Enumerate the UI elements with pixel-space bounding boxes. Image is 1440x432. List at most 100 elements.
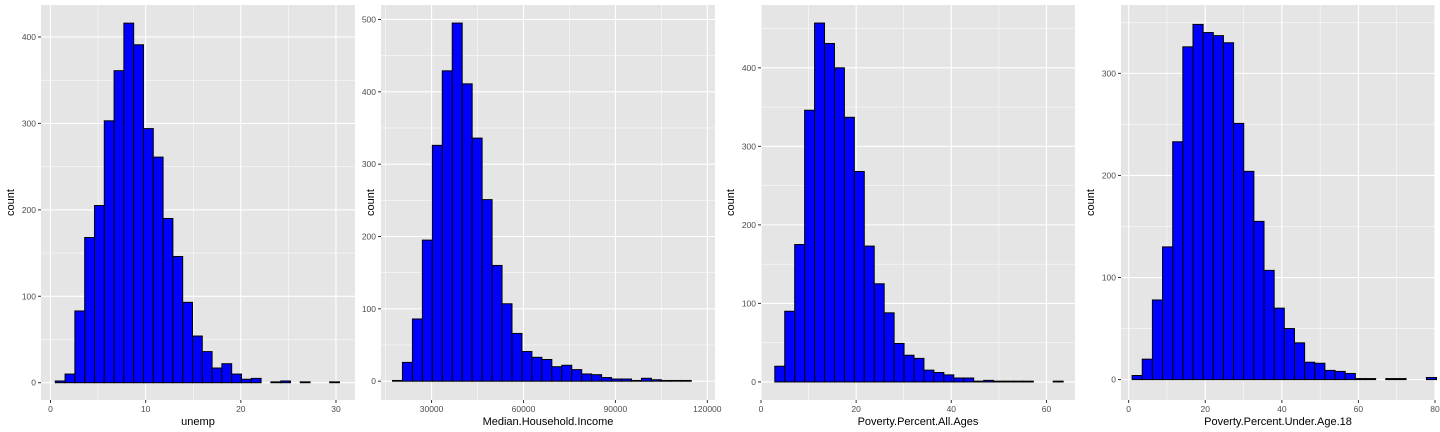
y-axis-title: count [365, 189, 377, 216]
histogram-bar [1344, 372, 1356, 381]
histogram-bar [660, 379, 672, 382]
histogram-bar [1202, 32, 1214, 381]
histogram-bar [421, 239, 433, 382]
x-tick-label: 20 [1201, 404, 1211, 414]
histogram-bar [1022, 380, 1034, 383]
histogram-bar [601, 377, 613, 382]
x-tick-label: 30 [331, 404, 341, 414]
histogram-bar [893, 342, 905, 383]
histogram-bar [501, 303, 513, 382]
x-tick-label: 60000 [512, 404, 536, 414]
histogram-bar [1141, 358, 1153, 381]
histogram-bar [113, 70, 125, 384]
histogram-bar [943, 374, 955, 383]
y-tick-label: 400 [22, 32, 36, 42]
histogram-bar [1334, 370, 1346, 381]
histogram-bar [611, 378, 623, 382]
histogram-bar [963, 377, 975, 383]
histogram-bar [794, 244, 806, 383]
histogram-bar [1192, 23, 1204, 381]
histogram-bar [1182, 46, 1194, 381]
x-tick-label: 30000 [420, 404, 444, 414]
y-tick-label: 300 [1102, 68, 1116, 78]
histogram-bar [481, 199, 493, 382]
histogram-bar [411, 318, 423, 382]
x-tick-label: 20 [236, 404, 246, 414]
histogram-bar [833, 67, 845, 383]
histogram-bar [1233, 122, 1245, 381]
y-tick-label: 0 [751, 377, 756, 387]
histogram-panel-2: 30000 60000 90000 120000 0 100 200 300 400 500 Med… [362, 5, 722, 428]
histogram-bar [650, 379, 662, 382]
histogram-bar [581, 373, 593, 382]
x-tick-label: 0 [759, 404, 764, 414]
histogram-bar [923, 369, 935, 383]
y-axis-title: count [1085, 189, 1097, 216]
y-tick-label: 200 [22, 205, 36, 215]
y-tick-label: 100 [22, 291, 36, 301]
histogram-bar [84, 237, 95, 384]
histogram-bar [814, 22, 826, 383]
histogram-bar [391, 379, 403, 382]
y-axis-title: count [725, 189, 737, 216]
histogram-bar [933, 372, 945, 383]
histogram-bar [329, 381, 340, 384]
histogram-bar [461, 83, 473, 382]
histogram-bar [621, 378, 632, 382]
histogram-bar [983, 379, 995, 383]
y-tick-label: 0 [31, 378, 36, 388]
histogram-bar [913, 357, 925, 383]
histogram-bar [804, 109, 816, 383]
histogram-bar [1395, 378, 1407, 381]
histogram-bar [670, 379, 682, 382]
histogram-bar [1222, 42, 1235, 381]
histogram-bar [1172, 141, 1184, 381]
histogram-bar [93, 205, 105, 384]
histogram-bar [240, 378, 252, 384]
histogram-bar [471, 137, 483, 382]
histogram-bar [883, 312, 895, 383]
y-tick-label: 300 [22, 118, 36, 128]
x-tick-label: 40 [947, 404, 957, 414]
histogram-bar [531, 356, 543, 382]
y-tick-label: 500 [362, 14, 376, 24]
histogram-bar [162, 217, 174, 384]
histogram-bar [491, 264, 503, 382]
y-tick-label: 0 [371, 376, 376, 386]
histogram-bar [1263, 269, 1275, 381]
histogram-bar [903, 354, 915, 383]
x-tick-label: 10 [141, 404, 151, 414]
histogram-bar [64, 373, 76, 384]
x-tick-label: 60 [1354, 404, 1364, 414]
y-tick-label: 200 [362, 232, 376, 242]
histogram-bar [280, 380, 291, 384]
histogram-bar [631, 379, 642, 382]
histogram-bar [451, 22, 463, 382]
histogram-bar [1253, 220, 1265, 381]
histogram-bar [74, 310, 86, 384]
histogram-bar [551, 366, 563, 382]
histogram-bar [953, 377, 965, 383]
histogram-bar [591, 374, 603, 382]
histogram-bar [401, 361, 413, 382]
y-tick-label: 100 [742, 298, 756, 308]
histogram-bar [1243, 170, 1255, 381]
x-tick-label: 0 [1126, 404, 1131, 414]
histogram-bar [1273, 307, 1285, 381]
histogram-bar [142, 128, 154, 384]
histogram-bar [1012, 380, 1024, 383]
histogram-bar [299, 381, 311, 384]
y-axis-title: count [5, 189, 17, 216]
histogram-bar [1283, 328, 1295, 381]
histogram-bar [1354, 378, 1366, 381]
histogram-bar [993, 380, 1004, 383]
x-tick-label: 40 [1277, 404, 1287, 414]
x-tick-label: 80 [1430, 404, 1440, 414]
x-tick-label: 90000 [604, 404, 628, 414]
histogram-bar [843, 116, 855, 383]
histogram-bar [1324, 369, 1336, 381]
histogram-bar [1052, 380, 1064, 383]
histogram-bar [973, 380, 985, 383]
histogram-panel-4: 0 20 40 60 80 0 100 200 300 Poverty.Percent.Under… [1085, 5, 1440, 428]
